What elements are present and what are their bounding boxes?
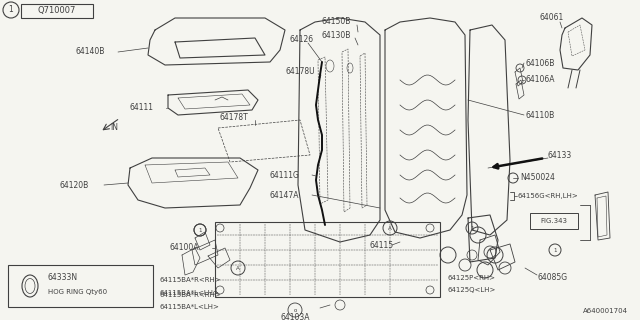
Text: A640001704: A640001704	[583, 308, 628, 314]
Bar	[530, 213, 578, 229]
Text: 64115BA*R<RH>: 64115BA*R<RH>	[160, 292, 221, 298]
Text: 64100A: 64100A	[170, 244, 200, 252]
Text: 64115BA*L<LH>: 64115BA*L<LH>	[160, 304, 220, 310]
Text: 64125P<RH>: 64125P<RH>	[448, 275, 496, 281]
Bar	[8, 265, 153, 307]
Text: 1: 1	[8, 5, 13, 14]
Text: 64111: 64111	[130, 103, 154, 113]
Bar	[215, 222, 440, 297]
Text: FIG.343: FIG.343	[541, 218, 568, 224]
Text: 64126: 64126	[290, 36, 314, 44]
Text: 64147A: 64147A	[270, 190, 300, 199]
Text: 64140B: 64140B	[75, 47, 104, 57]
Text: 64333N: 64333N	[48, 274, 78, 283]
Text: 64178T: 64178T	[220, 114, 249, 123]
Text: 64110B: 64110B	[525, 110, 554, 119]
Text: 1: 1	[198, 228, 202, 233]
Text: o: o	[293, 308, 297, 313]
Text: 64130B: 64130B	[322, 30, 351, 39]
Text: HOG RING Qty60: HOG RING Qty60	[48, 289, 107, 295]
Text: 1: 1	[470, 226, 474, 230]
Text: 64115BA*R<RH>: 64115BA*R<RH>	[160, 277, 221, 283]
Text: 64156G<RH,LH>: 64156G<RH,LH>	[518, 193, 579, 199]
Text: 64103A: 64103A	[280, 314, 310, 320]
Text: 64106B: 64106B	[525, 59, 554, 68]
Bar	[21, 4, 93, 18]
Text: Q710007: Q710007	[38, 6, 76, 15]
Text: 64061: 64061	[540, 13, 564, 22]
Text: 64178U: 64178U	[285, 68, 315, 76]
Text: N450024: N450024	[520, 173, 555, 182]
Text: A: A	[388, 226, 392, 230]
Text: 1: 1	[553, 247, 557, 252]
Text: IN: IN	[110, 124, 118, 132]
Text: 64150B: 64150B	[322, 18, 351, 27]
Text: 64125Q<LH>: 64125Q<LH>	[448, 287, 497, 293]
Text: 64115BA*L<LH>: 64115BA*L<LH>	[160, 290, 220, 296]
Text: 64106A: 64106A	[525, 76, 554, 84]
Text: A: A	[236, 266, 240, 270]
Text: 64133: 64133	[548, 150, 572, 159]
Text: 64085G: 64085G	[538, 274, 568, 283]
Text: 64115: 64115	[370, 241, 394, 250]
Text: 64120B: 64120B	[60, 180, 89, 189]
Text: 64111G: 64111G	[270, 171, 300, 180]
